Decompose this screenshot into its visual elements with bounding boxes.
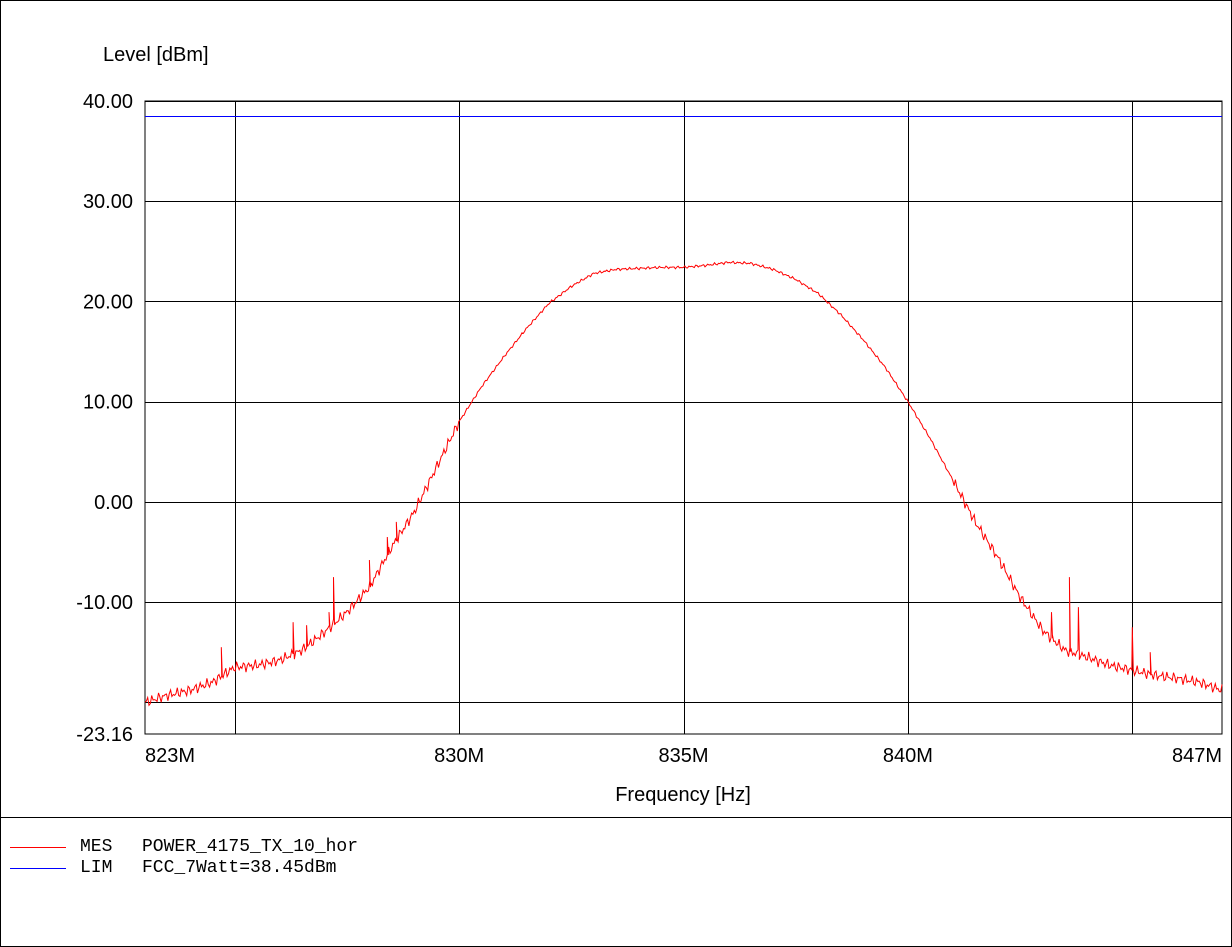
series-layer: [144, 116, 1223, 707]
series-line-mes: [144, 260, 1223, 707]
x-tick-label: 823M: [145, 745, 195, 767]
legend-divider: [0, 817, 1232, 818]
legend-label: FCC_7Watt=38.45dBm: [142, 858, 337, 878]
legend-swatch-lim: [10, 867, 66, 869]
x-tick-labels: 823M 830M 835M 840M 847M: [145, 745, 1222, 767]
y-tick-label: 0.00: [94, 492, 133, 514]
y-tick-labels: 40.00 30.00 20.00 10.00 0.00 -10.00 -23.16: [76, 91, 133, 746]
legend-item-lim: LIM FCC_7Watt=38.45dBm: [10, 857, 336, 879]
legend-swatch-mes: [10, 846, 66, 848]
y-tick-label: 40.00: [83, 91, 133, 113]
y-tick-label: 10.00: [83, 392, 133, 414]
x-axis-label: Frequency [Hz]: [615, 784, 751, 806]
x-tick-label: 835M: [658, 745, 708, 767]
y-tick-label: 20.00: [83, 291, 133, 313]
x-tick-label: 830M: [434, 745, 484, 767]
legend-label: POWER_4175_TX_10_hor: [142, 837, 359, 857]
plot-area: [144, 100, 1223, 735]
y-tick-label: 30.00: [83, 191, 133, 213]
y-axis-label: Level [dBm]: [103, 44, 209, 66]
legend-code: LIM: [80, 858, 113, 878]
y-tick-label: -23.16: [76, 724, 133, 746]
x-tick-label: 840M: [883, 745, 933, 767]
y-tick-label: -10.00: [76, 592, 133, 614]
legend-item-mes: MES POWER_4175_TX_10_hor: [10, 836, 358, 858]
legend-code: MES: [80, 837, 113, 857]
line-chart: Level [dBm] 40.00 30.00 20.00 10.00 0.00 -10.…: [76, 44, 1223, 806]
x-tick-label: 847M: [1172, 745, 1222, 767]
